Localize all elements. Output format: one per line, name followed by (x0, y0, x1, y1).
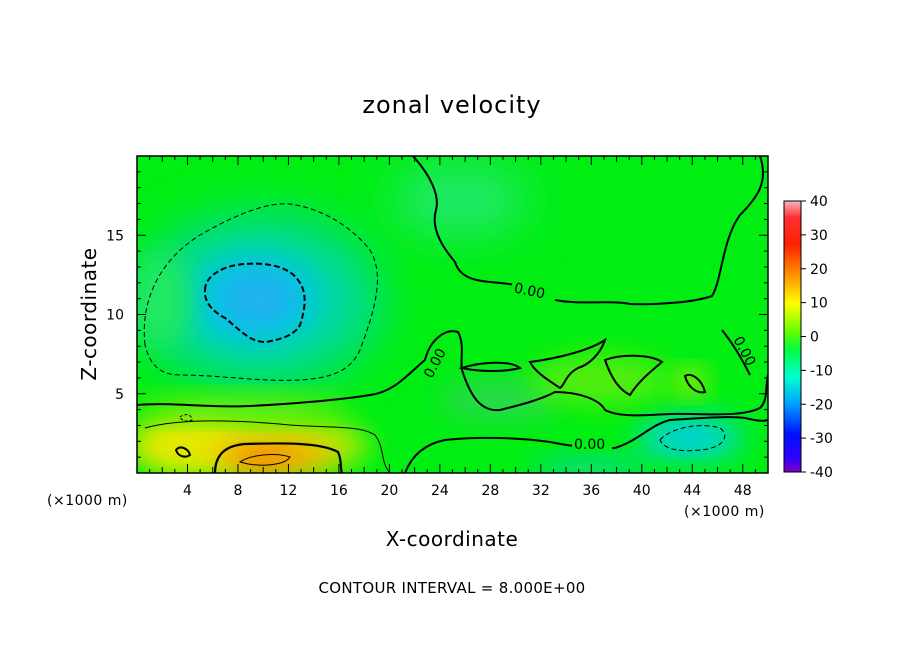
colorbar-tick-label: -30 (810, 431, 833, 447)
negative-contour-16 (203, 262, 306, 344)
y-tick-label: 5 (115, 387, 124, 403)
colorbar (783, 200, 802, 473)
colorbar-tick-label: 40 (810, 194, 828, 210)
x-tick-label: 8 (233, 483, 242, 499)
colorbar-tick-label: -20 (810, 397, 833, 413)
colorbar-tick-label: 10 (810, 296, 828, 312)
y-axis-label: Z-coordinate (77, 247, 101, 380)
colorbar-tick-label: -40 (810, 465, 833, 481)
zero-contour-lower (404, 416, 768, 473)
zero-contour-upper (412, 156, 765, 306)
x-tick-label: 28 (481, 483, 499, 499)
zero-contour-small-2 (683, 374, 707, 394)
contour-label: 0.00 (574, 437, 605, 453)
zero-contour-island-2 (528, 337, 607, 390)
x-tick-label: 4 (183, 483, 192, 499)
zero-contour-small-1 (174, 446, 192, 458)
contour-label: 0.00 (513, 280, 547, 302)
plot-area: 0.00 0.00 0.00 0.00 (137, 156, 768, 473)
colour-blobs (137, 165, 745, 473)
chart-title: zonal velocity (362, 91, 541, 119)
x-tick-label: 24 (431, 483, 449, 499)
positive-contour-8 (144, 420, 391, 473)
negative-contour-small (179, 414, 193, 422)
x-tick-label: 48 (734, 483, 752, 499)
zero-contour-right (721, 329, 751, 376)
x-tick-label: 44 (683, 483, 701, 499)
positive-contour-24 (238, 454, 291, 466)
x-tick-label: 32 (532, 483, 550, 499)
x-tick-label: 36 (582, 483, 600, 499)
y-tick-label: 10 (106, 308, 124, 324)
x-unit-right: (×1000 m) (684, 504, 765, 520)
contour-lines (137, 156, 768, 473)
colorbar-ticks: 40 30 20 10 0 -10 -20 -30 -40 (801, 194, 833, 481)
colorbar-tick-label: 0 (810, 330, 819, 346)
negative-contour-8 (143, 203, 378, 381)
positive-contour-16 (213, 442, 344, 473)
x-tick-label: 12 (280, 483, 298, 499)
x-axis: 4 8 12 16 20 24 28 32 36 40 44 48 (149, 156, 756, 499)
colorbar-tick-label: -10 (810, 363, 833, 379)
x-tick-label: 40 (633, 483, 651, 499)
colorbar-tick-label: 30 (810, 228, 828, 244)
x-axis-label: X-coordinate (386, 527, 519, 551)
y-tick-label: 15 (106, 228, 124, 244)
contour-interval-text: CONTOUR INTERVAL = 8.000E+00 (318, 579, 585, 597)
colorbar-tick-label: 20 (810, 262, 828, 278)
zero-contour-mid (137, 330, 768, 417)
x-tick-label: 20 (380, 483, 398, 499)
zero-contour-island-1 (458, 361, 523, 372)
zero-contour-island-3 (603, 354, 664, 397)
y-axis: 5 10 15 (106, 171, 768, 458)
x-unit-left: (×1000 m) (47, 493, 128, 509)
negative-contour-8-right (659, 425, 726, 452)
x-tick-label: 16 (330, 483, 348, 499)
